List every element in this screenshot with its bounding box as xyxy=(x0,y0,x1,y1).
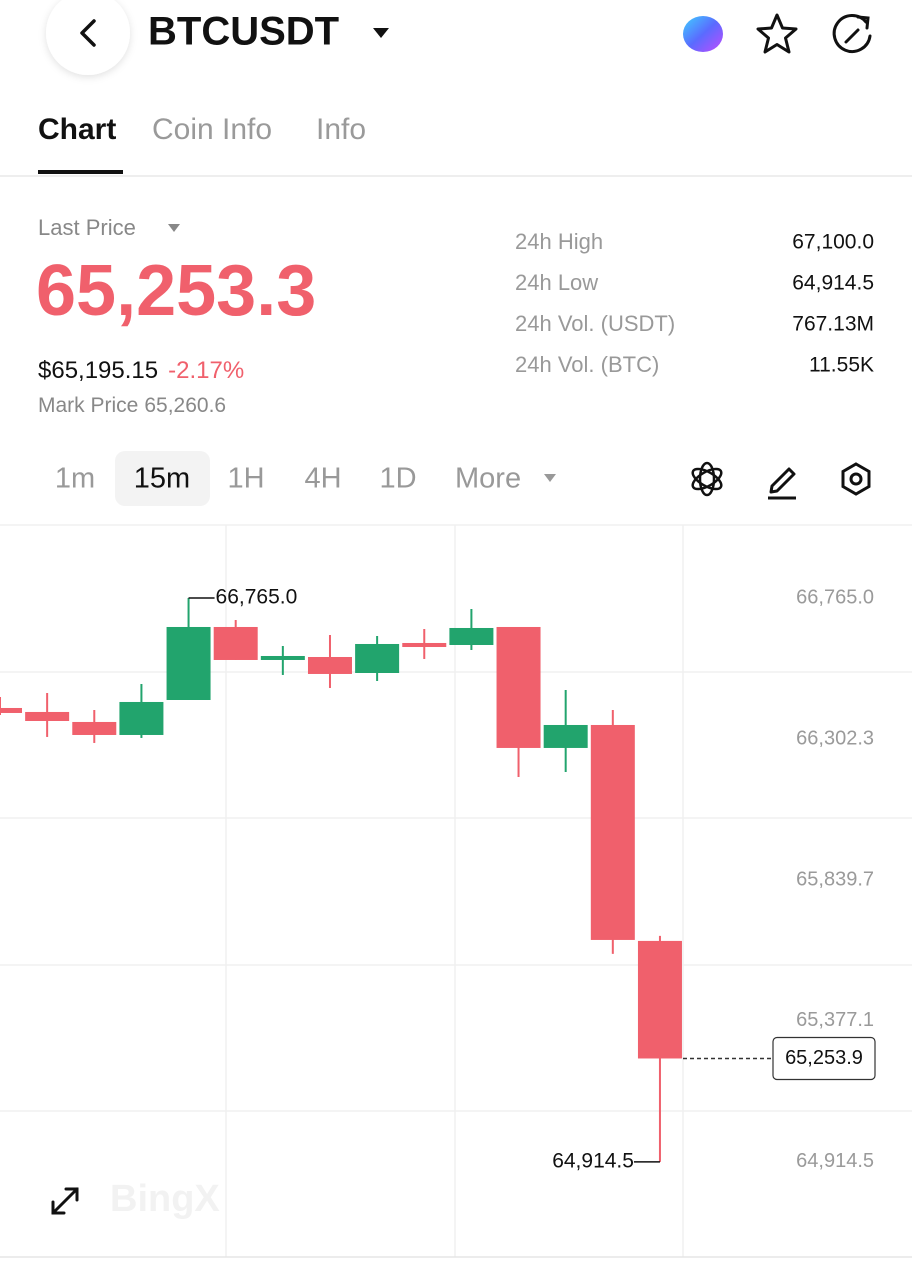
usd-value: $65,195.15 xyxy=(38,357,158,384)
y-tick-label: 65,839.7 xyxy=(796,868,874,890)
stat-value: 64,914.5 xyxy=(792,272,874,295)
timeframe[interactable]: 1D xyxy=(379,463,416,495)
symbol-title[interactable]: BTCUSDT xyxy=(148,10,339,54)
low-label: 64,914.5 xyxy=(552,1149,634,1172)
timeframe[interactable]: More xyxy=(455,463,521,495)
timeframe[interactable]: 15m xyxy=(134,463,190,495)
current-price-box xyxy=(772,1036,876,1081)
candle-body xyxy=(590,724,635,940)
timeframe[interactable]: 1H xyxy=(227,463,264,495)
mark-label: Mark Price xyxy=(38,394,138,417)
y-tick-label: 66,765.0 xyxy=(796,586,874,608)
tab[interactable]: Coin Info xyxy=(152,113,272,146)
price-label[interactable]: Last Price xyxy=(38,215,136,240)
candle-body xyxy=(119,701,164,735)
chart: 66,765.0 66,302.3 65,839.7 65,377.1 64,914.5… xyxy=(0,586,876,1172)
candle-body xyxy=(213,626,258,660)
indicator-icon[interactable] xyxy=(690,461,725,497)
timeframe[interactable]: 4H xyxy=(304,463,341,495)
symbol-dropdown[interactable] xyxy=(373,28,389,38)
candle-body xyxy=(166,626,211,700)
watermark: BingX xyxy=(110,1178,220,1220)
last-price: 65,253.3 xyxy=(36,251,316,331)
tab[interactable]: Chart xyxy=(38,113,116,146)
mark-price: Mark Price 65,260.6 xyxy=(38,394,226,417)
candle-body xyxy=(0,707,22,713)
change: -2.17% xyxy=(168,357,244,384)
price-dropdown[interactable] xyxy=(168,224,180,232)
candle-body xyxy=(260,655,305,660)
candle-body xyxy=(402,642,447,648)
candle-body xyxy=(637,940,682,1059)
y-tick-label: 64,914.5 xyxy=(796,1150,874,1172)
timeframe[interactable]: 1m xyxy=(55,463,95,495)
stat-label: 24h Vol. (BTC) xyxy=(515,352,659,377)
timeframe-selected xyxy=(115,451,210,506)
fullscreen-icon[interactable] xyxy=(51,1187,79,1215)
candle-body xyxy=(307,656,352,674)
y-tick-label: 65,377.1 xyxy=(796,1009,874,1031)
stat-value: 11.55K xyxy=(809,354,874,377)
settings-icon[interactable] xyxy=(841,462,871,496)
tab-underline xyxy=(38,170,123,174)
candle-body xyxy=(449,627,494,645)
usd-price: $65,195.15 -2.17% xyxy=(38,357,244,384)
more-dropdown[interactable] xyxy=(544,474,556,482)
candle-body xyxy=(543,724,588,748)
favorite-icon[interactable] xyxy=(756,13,798,54)
stat-label: 24h Low xyxy=(515,270,598,295)
stat-label: 24h Vol. (USDT) xyxy=(515,311,675,336)
mark-value: 65,260.6 xyxy=(144,394,226,417)
stats: 24h High 67,100.0 24h Low 64,914.5 24h Vol. … xyxy=(515,229,874,377)
ai-icon[interactable] xyxy=(683,16,723,52)
candle-body xyxy=(496,626,541,748)
draw-icon[interactable] xyxy=(768,467,796,500)
candle-body xyxy=(25,711,70,721)
candle-body xyxy=(355,643,400,673)
stat-value: 67,100.0 xyxy=(792,231,874,254)
stat-label: 24h High xyxy=(515,229,603,254)
high-label: 66,765.0 xyxy=(216,586,298,609)
stat-value: 767.13M xyxy=(792,313,874,336)
timeframes: 1m 15m 1H 4H 1D More xyxy=(55,463,521,495)
y-tick-label: 66,302.3 xyxy=(796,727,874,749)
share-icon[interactable] xyxy=(832,14,872,53)
candle-body xyxy=(72,721,117,735)
tab[interactable]: Info xyxy=(316,113,366,146)
current-price-label: 65,253.9 xyxy=(785,1047,863,1069)
back-button[interactable] xyxy=(46,0,130,75)
